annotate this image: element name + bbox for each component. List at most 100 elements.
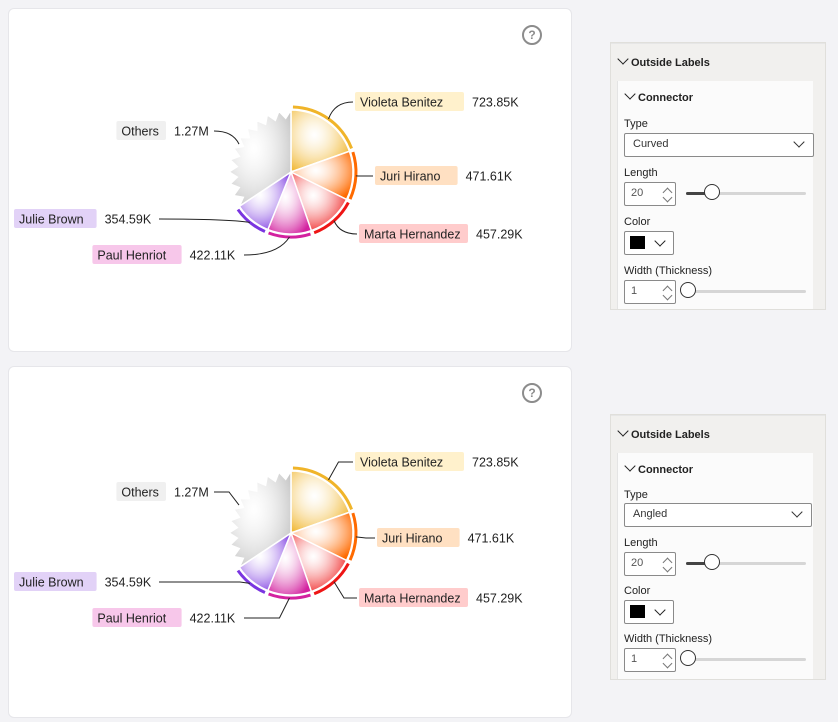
slice-rim bbox=[313, 562, 350, 596]
slice-name: Paul Henriot bbox=[97, 612, 166, 626]
spin-value: 20 bbox=[631, 187, 644, 199]
label-tag bbox=[359, 588, 468, 607]
slice-label: Paul Henriot 422.11K bbox=[92, 597, 290, 627]
width-slider-track[interactable] bbox=[686, 658, 806, 661]
pie-slice[interactable] bbox=[290, 109, 351, 174]
connector-section: Connector Type Curved Length 20 Color Wi… bbox=[617, 81, 814, 309]
connector-type-dropdown[interactable]: Angled bbox=[624, 503, 812, 527]
length-slider-thumb[interactable] bbox=[704, 184, 720, 200]
section-title: Outside Labels bbox=[631, 57, 710, 69]
slice-rim bbox=[268, 231, 311, 239]
outside-labels-header[interactable]: Outside Labels bbox=[611, 43, 825, 80]
slice-value: 422.11K bbox=[190, 612, 236, 626]
spin-down-icon[interactable] bbox=[662, 290, 673, 301]
slice-label: Paul Henriot 422.11K bbox=[92, 236, 290, 264]
chevron-down-icon bbox=[617, 53, 629, 65]
chevron-down-icon[interactable] bbox=[624, 88, 636, 100]
slice-value: 1.27M bbox=[174, 125, 209, 139]
spin-down-icon[interactable] bbox=[662, 658, 673, 669]
format-panel-curved: Outside Labels Connector Type Curved Len… bbox=[610, 42, 826, 310]
width-label: Width (Thickness) bbox=[624, 265, 713, 277]
slice-name: Others bbox=[121, 125, 159, 139]
slice-rim bbox=[292, 105, 353, 149]
connector-line bbox=[333, 220, 358, 235]
spin-value: 20 bbox=[631, 557, 644, 569]
pie-chart-curved: Violeta Benitez 723.85K Juri Hirano 471.61K… bbox=[14, 92, 523, 264]
slice-label: Julie Brown 354.59K bbox=[14, 209, 251, 228]
length-label: Length bbox=[624, 167, 658, 179]
slice-name: Marta Hernandez bbox=[364, 228, 461, 242]
connector-line bbox=[333, 581, 357, 599]
length-slider-track[interactable] bbox=[686, 192, 806, 195]
connector-line bbox=[328, 461, 353, 481]
label-tag bbox=[116, 482, 166, 501]
format-panel-angled: Outside Labels Connector Type Angled Len… bbox=[610, 414, 826, 680]
color-picker-button[interactable] bbox=[624, 600, 674, 624]
length-slider-fill bbox=[686, 562, 712, 565]
pie-slice[interactable] bbox=[227, 107, 292, 209]
outside-labels-header[interactable]: Outside Labels bbox=[611, 415, 825, 452]
chart-card-angled: ? Violeta Benitez 723.85K Juri Hirano 471.6… bbox=[8, 366, 572, 718]
width-slider-thumb[interactable] bbox=[680, 650, 696, 666]
spin-down-icon[interactable] bbox=[662, 562, 673, 573]
connector-line bbox=[243, 236, 290, 256]
slice-value: 422.11K bbox=[190, 249, 236, 263]
connector-line bbox=[244, 597, 290, 619]
length-input[interactable]: 20 bbox=[624, 182, 676, 206]
type-label: Type bbox=[624, 118, 648, 130]
chevron-down-icon bbox=[654, 235, 666, 247]
width-slider-track[interactable] bbox=[686, 290, 806, 293]
slice-label: Julie Brown 354.59K bbox=[14, 572, 251, 591]
chevron-down-icon bbox=[791, 506, 803, 518]
label-tag bbox=[355, 92, 464, 111]
label-tag bbox=[14, 572, 97, 591]
help-icon[interactable]: ? bbox=[522, 25, 542, 45]
slice-label: Others 1.27M bbox=[116, 121, 240, 145]
length-slider-thumb[interactable] bbox=[704, 554, 720, 570]
length-slider-fill bbox=[686, 192, 712, 195]
slice-rim bbox=[268, 592, 311, 600]
connector-line bbox=[328, 101, 354, 120]
label-tag bbox=[92, 608, 182, 627]
help-icon[interactable]: ? bbox=[522, 383, 542, 403]
spin-value: 1 bbox=[631, 285, 638, 297]
connector-line bbox=[158, 218, 251, 223]
label-tag bbox=[375, 166, 458, 185]
slice-value: 723.85K bbox=[472, 96, 519, 110]
slice-name: Others bbox=[121, 486, 159, 500]
width-input[interactable]: 1 bbox=[624, 648, 676, 672]
slice-label: Marta Hernandez 457.29K bbox=[333, 581, 523, 607]
slice-label: Juri Hirano 471.61K bbox=[355, 166, 513, 185]
label-tag bbox=[92, 245, 182, 264]
slice-value: 471.61K bbox=[468, 532, 515, 546]
chevron-down-icon bbox=[617, 425, 629, 437]
slice-value: 354.59K bbox=[105, 576, 152, 590]
slice-value: 457.29K bbox=[476, 228, 523, 242]
length-input[interactable]: 20 bbox=[624, 552, 676, 576]
spin-down-icon[interactable] bbox=[662, 192, 673, 203]
slice-name: Paul Henriot bbox=[97, 249, 166, 263]
label-tag bbox=[359, 224, 468, 243]
connector-line bbox=[355, 536, 375, 539]
label-tag bbox=[377, 528, 460, 547]
width-slider-thumb[interactable] bbox=[680, 282, 696, 298]
color-swatch bbox=[630, 605, 645, 618]
slice-name: Violeta Benitez bbox=[360, 96, 443, 110]
slice-value: 471.61K bbox=[466, 170, 513, 184]
slice-name: Juri Hirano bbox=[382, 532, 442, 546]
length-slider-track[interactable] bbox=[686, 562, 806, 565]
connector-type-dropdown[interactable]: Curved bbox=[624, 133, 814, 157]
type-label: Type bbox=[624, 489, 648, 501]
chevron-down-icon[interactable] bbox=[624, 460, 636, 472]
chevron-down-icon bbox=[654, 604, 666, 616]
color-picker-button[interactable] bbox=[624, 231, 674, 255]
label-tag bbox=[14, 209, 97, 228]
chart-card-curved: ? Violeta Benitez 723.85K Juri Hirano 471.6… bbox=[8, 8, 572, 352]
color-label: Color bbox=[624, 585, 651, 597]
slice-label: Others 1.27M bbox=[116, 482, 240, 506]
color-swatch bbox=[630, 236, 645, 249]
pie-slice[interactable] bbox=[227, 468, 292, 570]
slice-value: 354.59K bbox=[105, 213, 152, 227]
pie-slice[interactable] bbox=[290, 470, 351, 535]
width-input[interactable]: 1 bbox=[624, 280, 676, 304]
